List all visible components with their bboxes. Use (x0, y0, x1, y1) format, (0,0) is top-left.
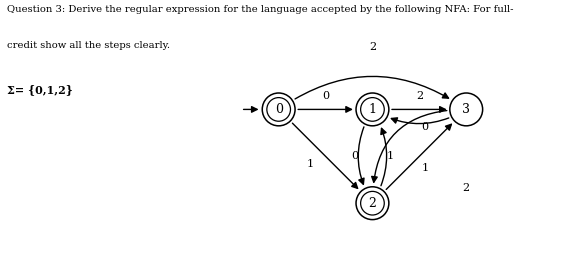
Text: credit show all the steps clearly.: credit show all the steps clearly. (7, 41, 170, 50)
Text: Question 3: Derive the regular expression for the language accepted by the follo: Question 3: Derive the regular expressio… (7, 5, 514, 14)
Text: 2: 2 (369, 197, 376, 210)
Circle shape (262, 93, 295, 126)
Text: 3: 3 (462, 103, 470, 116)
Text: 0: 0 (322, 91, 329, 101)
Text: 2: 2 (463, 183, 470, 193)
Circle shape (356, 93, 389, 126)
Text: Σ= {0,1,2}: Σ= {0,1,2} (7, 84, 73, 95)
Text: 0: 0 (422, 122, 429, 132)
Text: 2: 2 (416, 91, 423, 101)
Text: 0: 0 (275, 103, 283, 116)
Text: 1: 1 (307, 159, 314, 169)
Text: 1: 1 (422, 163, 429, 173)
Text: 2: 2 (369, 42, 376, 52)
Text: 0: 0 (352, 151, 359, 161)
Circle shape (450, 93, 483, 126)
Text: 1: 1 (369, 103, 376, 116)
Text: 1: 1 (387, 151, 394, 161)
Circle shape (356, 187, 389, 220)
